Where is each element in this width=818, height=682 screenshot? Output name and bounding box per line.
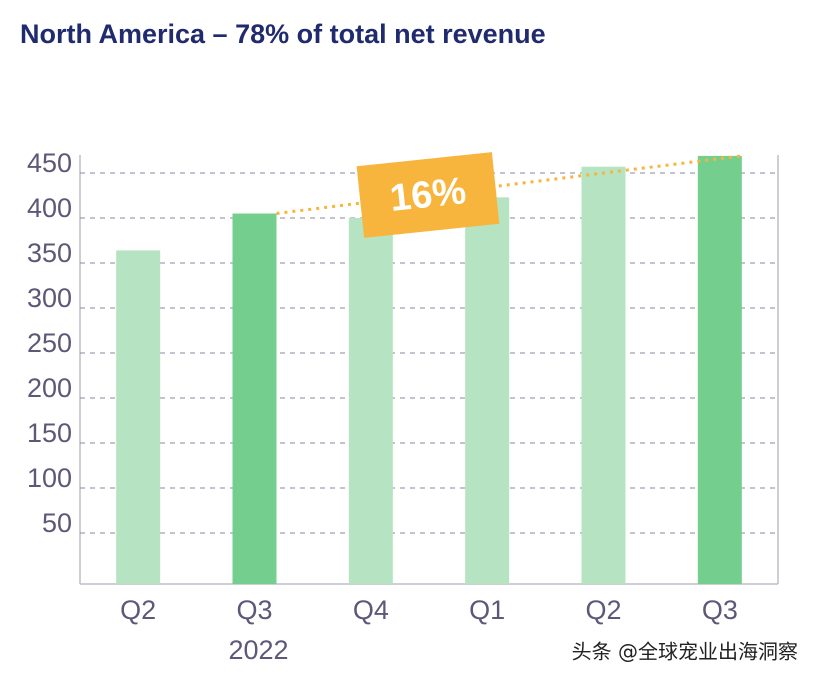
x-tick-label: Q2 [120, 595, 156, 625]
bar [116, 250, 161, 584]
x-tick-label: Q2 [585, 595, 621, 625]
bar [581, 166, 626, 584]
annotation-label: 16% [388, 170, 468, 220]
bar [232, 213, 277, 584]
y-tick-label: 100 [27, 463, 72, 493]
y-tick-label: 400 [27, 193, 72, 223]
x-tick-label: Q1 [469, 595, 505, 625]
y-tick-label: 200 [27, 373, 72, 403]
y-tick-label: 250 [27, 328, 72, 358]
y-tick-label: 300 [27, 283, 72, 313]
y-tick-label: 150 [27, 418, 72, 448]
x-tick-label: Q3 [702, 595, 738, 625]
y-tick-label: 50 [42, 508, 72, 538]
y-tick-label: 350 [27, 238, 72, 268]
bar [348, 218, 393, 584]
annotation-box [356, 152, 500, 238]
annotation: 16% [356, 152, 500, 238]
watermark: 头条 @全球宠业出海洞察 [572, 640, 798, 664]
bar [465, 197, 510, 585]
growth-line [276, 154, 743, 215]
chart-title: North America – 78% of total net revenue [20, 19, 546, 49]
bar [697, 155, 742, 584]
year-label: 2022 [228, 635, 288, 665]
y-tick-label: 450 [27, 148, 72, 178]
x-tick-label: Q4 [353, 595, 389, 625]
x-tick-label: Q3 [236, 595, 272, 625]
